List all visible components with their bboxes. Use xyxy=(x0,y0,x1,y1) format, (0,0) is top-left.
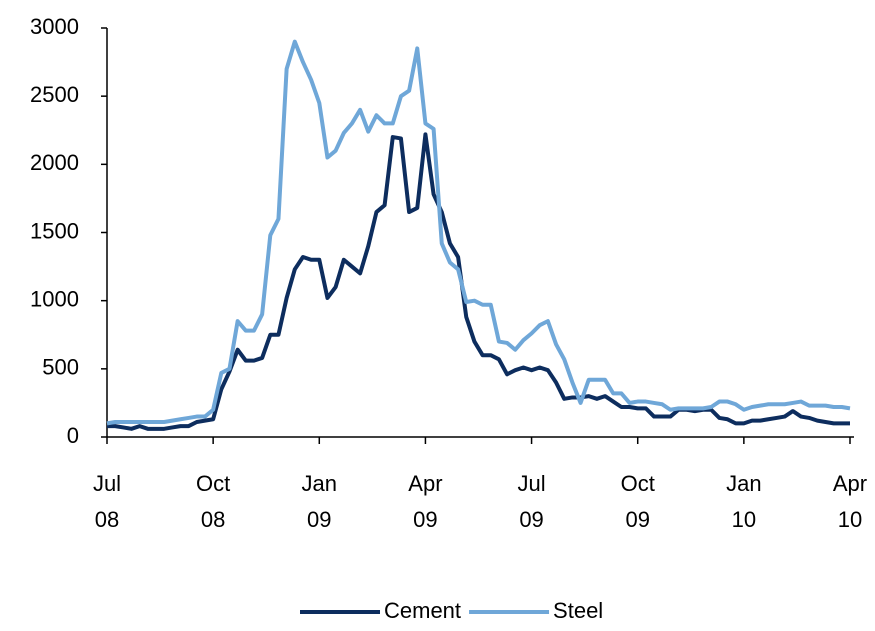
series-line xyxy=(106,39,851,426)
y-tick-label: 500 xyxy=(42,355,79,380)
x-tick-label: Apr 09 xyxy=(408,471,443,532)
x-tick-label: Jan 09 xyxy=(301,471,338,532)
legend-label: Steel xyxy=(553,598,603,623)
x-tick-label: Jul 09 xyxy=(517,471,546,532)
y-tick-label: 1000 xyxy=(30,286,79,311)
x-tick-label: Oct 09 xyxy=(620,471,655,532)
y-tick-label: 3000 xyxy=(30,14,79,39)
x-tick-label: Jan 10 xyxy=(726,471,762,532)
y-tick-label: 2000 xyxy=(30,150,79,175)
x-tick-label: Jul 08 xyxy=(92,471,122,532)
legend-label: Cement xyxy=(384,598,461,623)
y-tick-label: 0 xyxy=(67,423,79,448)
x-tick-label: Oct 08 xyxy=(196,471,231,532)
x-tick-label: Apr 10 xyxy=(832,471,868,532)
y-tick-label: 1500 xyxy=(30,218,79,243)
y-tick-label: 2500 xyxy=(30,82,79,107)
